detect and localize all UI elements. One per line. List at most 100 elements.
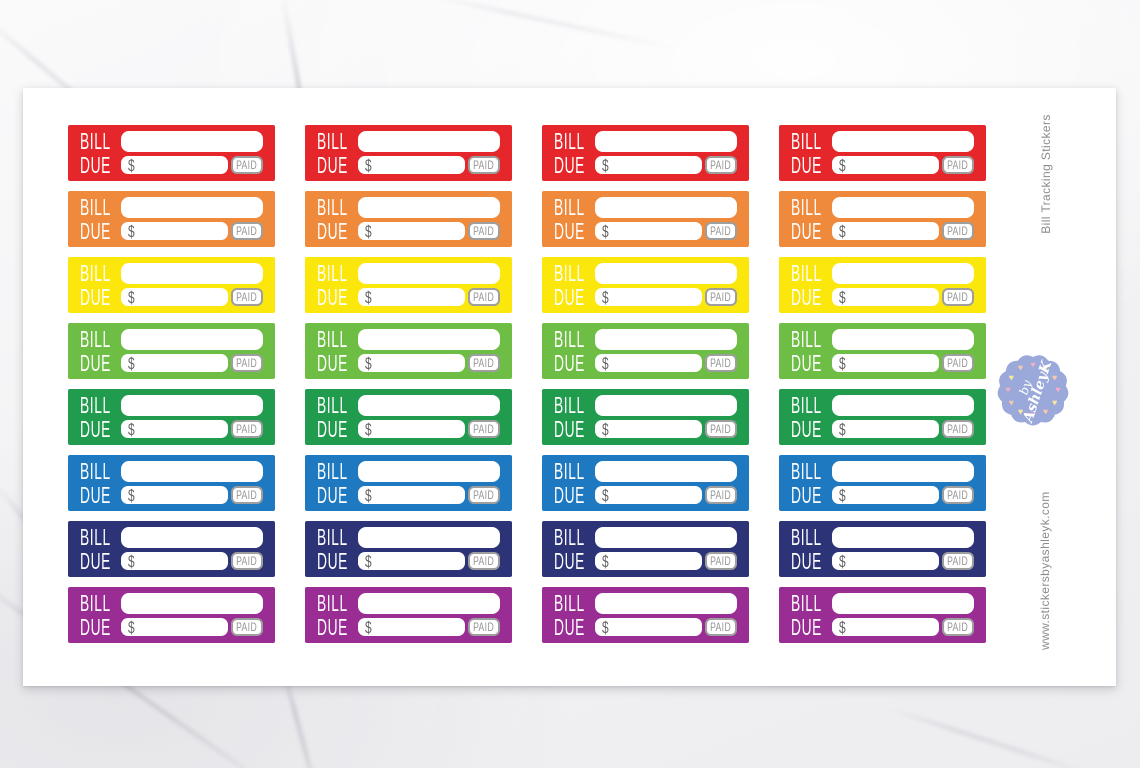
paid-checkbox: PAID (705, 618, 737, 636)
paid-checkbox: PAID (231, 618, 263, 636)
paid-checkbox: PAID (705, 420, 737, 438)
bill-due-label: BILL DUE (791, 526, 825, 574)
paid-checkbox: PAID (705, 354, 737, 372)
bill-amount-field: $ (358, 288, 465, 306)
bill-due-sticker-purple: BILL DUE $ PAID (542, 587, 749, 643)
bill-due-sticker-navy: BILL DUE $ PAID (779, 521, 986, 577)
bill-amount-field: $ (121, 486, 228, 504)
paid-label: PAID (947, 224, 969, 238)
sticker-fields: $ PAID (832, 329, 974, 372)
bill-name-field (595, 329, 737, 350)
bill-name-field (595, 461, 737, 482)
sticker-fields: $ PAID (121, 593, 263, 636)
paid-checkbox: PAID (705, 222, 737, 240)
scalloped-badge-shape (997, 355, 1069, 426)
paid-label: PAID (710, 224, 732, 238)
dollar-sign: $ (128, 551, 135, 571)
sticker-fields: $ PAID (595, 461, 737, 504)
bill-due-label: BILL DUE (791, 590, 825, 639)
bill-amount-field: $ (832, 288, 939, 306)
due-label: DUE (80, 613, 111, 640)
bill-name-field (358, 197, 500, 218)
bill-due-sticker-navy: BILL DUE $ PAID (542, 521, 749, 577)
dollar-sign: $ (365, 551, 372, 571)
bill-label: BILL (554, 326, 585, 352)
bill-label: BILL (317, 260, 348, 286)
bill-label: BILL (80, 260, 111, 286)
dollar-sign: $ (365, 221, 372, 241)
bill-label: BILL (791, 458, 822, 484)
bill-name-field (358, 527, 500, 548)
bill-due-sticker-yellow: BILL DUE $ PAID (68, 257, 275, 313)
bill-due-label: BILL DUE (317, 328, 351, 375)
paid-label: PAID (710, 620, 732, 634)
due-label: DUE (554, 613, 585, 640)
bill-amount-field: $ (595, 156, 702, 174)
bill-name-field (595, 197, 737, 218)
bill-due-label: BILL DUE (317, 130, 351, 177)
paid-label: PAID (473, 620, 495, 634)
sticker-fields: $ PAID (121, 395, 263, 438)
sticker-fields: $ PAID (595, 263, 737, 306)
heart-icon: ♥ (1042, 406, 1049, 417)
bill-name-field (832, 263, 974, 284)
sticker-fields: $ PAID (121, 461, 263, 504)
bill-due-label: BILL DUE (554, 460, 588, 507)
bill-due-label: BILL DUE (554, 130, 588, 177)
bill-due-sticker-red: BILL DUE $ PAID (542, 125, 749, 181)
due-label: DUE (791, 217, 822, 244)
bill-due-sticker-green: BILL DUE $ PAID (779, 389, 986, 445)
bill-due-sticker-purple: BILL DUE $ PAID (305, 587, 512, 643)
side-website-url: www.stickersbyashleyk.com (1038, 491, 1052, 650)
bill-due-label: BILL DUE (80, 328, 114, 376)
bill-due-sticker-purple: BILL DUE $ PAID (779, 587, 986, 643)
paid-label: PAID (236, 224, 258, 238)
bill-due-label: BILL DUE (80, 526, 114, 573)
heart-icon: ♥ (1017, 362, 1024, 373)
bill-amount-field: $ (358, 552, 465, 570)
due-label: DUE (791, 349, 822, 376)
bill-due-sticker-red: BILL DUE $ PAID (779, 125, 986, 181)
bill-amount-field: $ (358, 222, 465, 240)
due-label: DUE (791, 547, 822, 574)
bill-amount-field: $ (121, 420, 228, 438)
bill-label: BILL (791, 590, 822, 616)
bill-due-sticker-light-green: BILL DUE $ PAID (68, 323, 275, 379)
sticker-bottom-row: $ PAID (595, 288, 737, 306)
dollar-sign: $ (128, 485, 135, 505)
sticker-bottom-row: $ PAID (358, 354, 500, 372)
bill-due-label: BILL DUE (791, 262, 825, 309)
paid-label: PAID (473, 422, 495, 436)
due-label: DUE (80, 349, 111, 376)
bill-label: BILL (791, 128, 822, 154)
heart-icon: ♥ (1042, 362, 1049, 373)
bill-label: BILL (554, 524, 585, 550)
paid-label: PAID (947, 422, 969, 436)
bill-name-field (121, 197, 263, 218)
dollar-sign: $ (365, 617, 372, 637)
sticker-fields: $ PAID (595, 131, 737, 174)
bill-label: BILL (554, 194, 585, 220)
dollar-sign: $ (128, 155, 135, 175)
dollar-sign: $ (839, 485, 846, 505)
paid-label: PAID (473, 224, 495, 238)
dollar-sign: $ (839, 353, 846, 373)
paid-label: PAID (473, 290, 495, 304)
paid-checkbox: PAID (705, 486, 737, 504)
sticker-fields: $ PAID (121, 131, 263, 174)
bill-amount-field: $ (595, 354, 702, 372)
heart-icon: ♥ (1017, 406, 1024, 417)
bill-due-sticker-red: BILL DUE $ PAID (68, 125, 275, 181)
bill-label: BILL (554, 260, 585, 286)
bill-name-field (358, 131, 500, 152)
bill-amount-field: $ (832, 420, 939, 438)
sticker-bottom-row: $ PAID (595, 420, 737, 438)
dollar-sign: $ (839, 287, 846, 307)
bill-name-field (121, 593, 263, 614)
bill-amount-field: $ (121, 552, 228, 570)
bill-due-sticker-yellow: BILL DUE $ PAID (305, 257, 512, 313)
bill-amount-field: $ (832, 156, 939, 174)
paid-label: PAID (947, 356, 969, 370)
bill-label: BILL (80, 458, 111, 484)
sticker-fields: $ PAID (595, 329, 737, 372)
